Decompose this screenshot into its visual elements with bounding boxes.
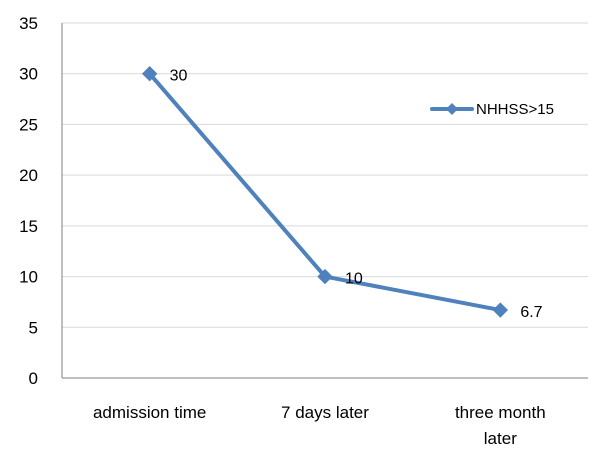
y-tick-label: 35 <box>19 14 38 33</box>
x-category-label: three month later <box>455 403 546 448</box>
data-labels: 30 10 6.7 <box>170 68 543 321</box>
data-point-marker <box>492 302 509 318</box>
x-category-label: 7 days later <box>281 403 369 422</box>
legend-label: NHHSS>15 <box>476 101 554 118</box>
y-tick-label: 30 <box>19 65 38 84</box>
axes <box>61 23 588 379</box>
x-axis-category-labels: admission time 7 days later three month lat… <box>93 403 546 448</box>
y-tick-label: 15 <box>19 217 38 236</box>
y-tick-label: 20 <box>19 166 38 185</box>
y-tick-label: 5 <box>29 318 38 337</box>
data-point-marker <box>317 268 333 285</box>
y-tick-label: 25 <box>19 115 38 134</box>
data-label: 30 <box>170 68 188 85</box>
series-group <box>141 66 509 318</box>
legend-marker-swatch <box>446 103 458 115</box>
data-label: 6.7 <box>520 304 542 321</box>
legend: NHHSS>15 <box>430 101 554 118</box>
data-label: 10 <box>345 271 363 288</box>
y-axis-tick-labels: 0 5 10 15 20 25 30 35 <box>19 14 38 388</box>
x-category-label: admission time <box>93 403 206 422</box>
data-point-marker <box>141 66 158 82</box>
y-tick-label: 0 <box>29 369 38 388</box>
y-tick-label: 10 <box>19 268 38 287</box>
